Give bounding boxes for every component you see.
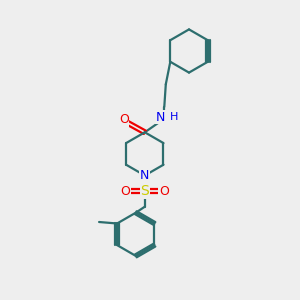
Text: S: S bbox=[140, 184, 149, 198]
Text: O: O bbox=[121, 184, 130, 198]
Text: O: O bbox=[119, 113, 129, 126]
Text: N: N bbox=[140, 169, 149, 182]
Text: H: H bbox=[170, 112, 178, 122]
Text: O: O bbox=[159, 184, 169, 198]
Text: N: N bbox=[156, 111, 165, 124]
